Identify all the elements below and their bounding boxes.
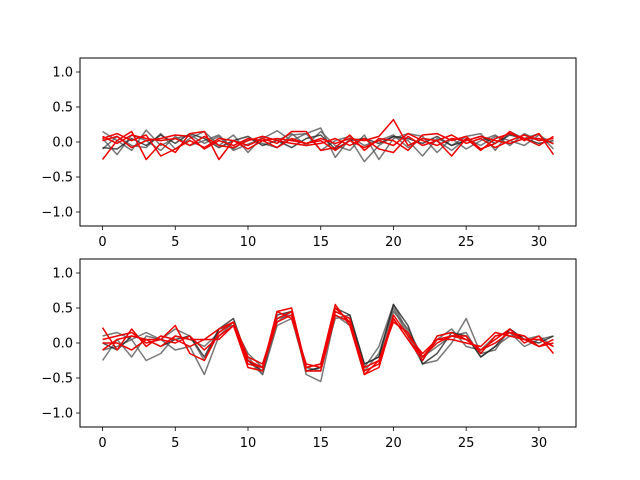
bottom-y-tick-label: −0.5	[41, 372, 73, 387]
top-y-tick-label: −0.5	[41, 171, 73, 186]
bottom-subplot-lines	[101, 303, 555, 383]
bottom-x-tick-label: 5	[171, 436, 179, 451]
top-x-tick-label: 20	[385, 235, 402, 250]
top-x-tick-label: 15	[312, 235, 329, 250]
top-subplot-y-axis: −1.0 −0.5 0.0 0.5 1.0	[41, 66, 80, 221]
bottom-subplot-y-axis: −1.0 −0.5 0.0 0.5 1.0	[41, 267, 80, 422]
top-series-line-8	[102, 132, 554, 152]
top-series-line-5	[101, 130, 555, 161]
bottom-x-tick-label: 0	[98, 436, 106, 451]
top-y-tick-label: 1.0	[52, 66, 73, 81]
bottom-y-tick-label: 0.5	[52, 302, 73, 317]
top-subplot-lines	[101, 118, 555, 163]
top-x-tick-label: 25	[458, 235, 475, 250]
bottom-x-tick-label: 25	[458, 436, 475, 451]
bottom-x-tick-label: 10	[240, 436, 257, 451]
top-x-tick-label: 0	[98, 235, 106, 250]
bottom-x-tick-label: 30	[531, 436, 548, 451]
bottom-y-tick-label: 0.0	[52, 337, 73, 352]
bottom-x-tick-label: 20	[385, 436, 402, 451]
bottom-series-line-7	[102, 310, 554, 376]
top-x-tick-label: 30	[531, 235, 548, 250]
bottom-subplot-x-axis: 0 5 10 15 20 25 30	[98, 427, 547, 451]
bottom-x-tick-label: 15	[312, 436, 329, 451]
top-x-tick-label: 5	[171, 235, 179, 250]
bottom-series-line-8	[102, 314, 554, 372]
top-y-tick-label: 0.5	[52, 101, 73, 116]
top-series-line-7	[102, 134, 554, 154]
top-y-tick-label: −1.0	[41, 206, 73, 221]
top-y-tick-label: 0.0	[52, 136, 73, 151]
bottom-y-tick-label: −1.0	[41, 407, 73, 422]
bottom-y-tick-label: 1.0	[52, 267, 73, 282]
top-subplot: 0 5 10 15 20 25 30 −1.0 −0.5 0.0 0.5 1.0	[41, 57, 577, 250]
top-subplot-x-axis: 0 5 10 15 20 25 30	[98, 226, 547, 250]
top-x-tick-label: 10	[240, 235, 257, 250]
bottom-subplot: 0 5 10 15 20 25 30 −1.0 −0.5 0.0 0.5 1.0	[41, 258, 577, 451]
